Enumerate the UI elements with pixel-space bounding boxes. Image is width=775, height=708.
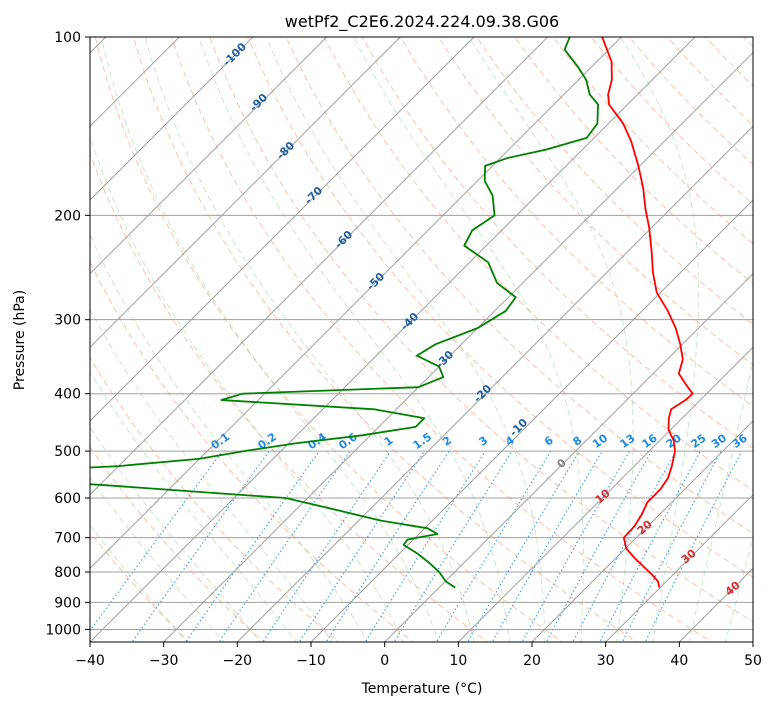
dewpoint-profile	[90, 37, 599, 589]
y-tick-label: 100	[54, 30, 81, 46]
mixing-ratio-line	[218, 450, 351, 642]
isotherm-line	[90, 37, 696, 642]
y-tick-label: 900	[54, 595, 81, 611]
isotherm-line	[90, 37, 254, 201]
dry-adiabat	[171, 37, 713, 642]
mixing-ratio-line	[262, 450, 392, 642]
mixing-ratio-line	[572, 450, 677, 642]
mixing-ratio-line	[131, 450, 270, 642]
isotherm-line	[163, 51, 753, 642]
dry-adiabat	[514, 37, 753, 285]
x-tick-label: −10	[296, 653, 326, 669]
isotherm-line	[90, 37, 328, 275]
isotherm-line	[90, 37, 549, 496]
dry-adiabat	[90, 260, 414, 642]
grid	[90, 37, 753, 642]
x-axis-title: Temperature (°C)	[361, 681, 483, 697]
temperature-profile	[601, 37, 694, 588]
dry-adiabat	[90, 152, 489, 642]
dry-adiabat	[247, 37, 753, 578]
x-tick-label: 10	[449, 653, 467, 669]
mixing-ratio-line	[298, 450, 425, 642]
isotherm-line	[90, 37, 401, 349]
dry-adiabat	[399, 37, 753, 407]
x-tick-label: 40	[670, 653, 688, 669]
mixing-ratio-line	[90, 450, 223, 632]
dry-adiabat	[361, 37, 753, 449]
dry-adiabat	[476, 37, 753, 325]
y-tick-label: 600	[54, 491, 81, 507]
mixing-ratio-line	[599, 450, 702, 642]
mixing-ratio-line	[621, 450, 722, 642]
y-tick-label: 200	[54, 208, 81, 224]
isotherm-line	[457, 346, 753, 642]
mixing-ratio-line	[185, 450, 320, 642]
moist-adiabat	[90, 233, 369, 642]
y-tick-label: 1000	[45, 622, 81, 638]
mixing-ratio-line	[393, 450, 513, 642]
isotherm-line	[531, 420, 753, 642]
mixing-ratio-line	[325, 450, 450, 642]
axes: −40 −30 −20 −10 0 10 20 30 40 50 100 200 300 400 500 60…	[45, 30, 762, 669]
isotherm-line	[605, 493, 753, 642]
x-tick-label: −30	[149, 653, 179, 669]
y-tick-label: 400	[54, 387, 81, 403]
x-tick-label: 30	[597, 653, 615, 669]
isotherm-line	[90, 37, 622, 570]
y-tick-label: 500	[54, 444, 81, 460]
y-tick-label: 800	[54, 565, 81, 581]
x-tick-label: 0	[380, 653, 389, 669]
x-tick-label: 20	[523, 653, 541, 669]
plot-frame	[89, 36, 754, 643]
y-axis-title: Pressure (hPa)	[12, 290, 28, 390]
dry-adiabat	[285, 37, 753, 535]
isotherm-line	[384, 272, 753, 642]
chart-title: wetPf2_C2E6.2024.224.09.38.G06	[285, 12, 559, 32]
x-tick-label: 50	[744, 653, 762, 669]
x-tick-label: −40	[75, 653, 105, 669]
isotherm-line	[310, 199, 753, 642]
isotherm-line	[90, 37, 475, 422]
dry-adiabat	[438, 37, 753, 366]
x-tick-label: −20	[223, 653, 253, 669]
y-tick-label: 300	[54, 313, 81, 329]
isotherm-line	[752, 641, 753, 642]
plot-background	[90, 37, 753, 642]
dry-adiabat	[323, 37, 753, 491]
series	[90, 37, 694, 589]
y-tick-label: 700	[54, 531, 81, 547]
isotherm-line	[236, 125, 753, 642]
mixing-ratio-line	[466, 450, 580, 642]
